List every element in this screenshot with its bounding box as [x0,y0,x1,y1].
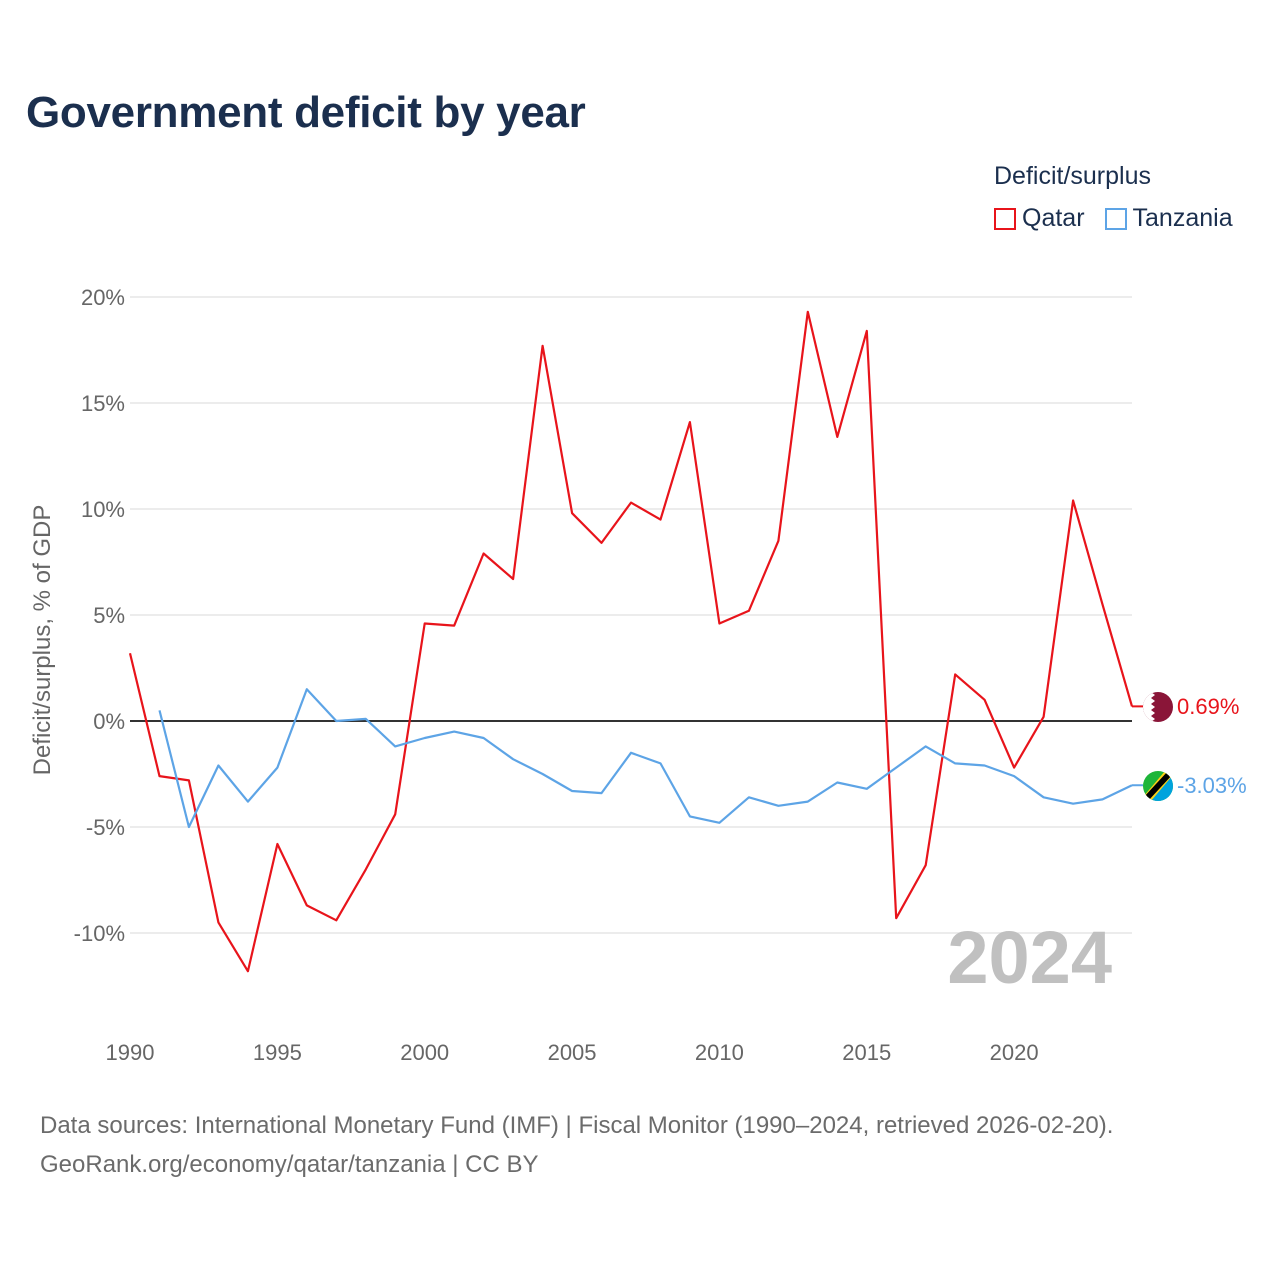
x-tick-label: 1995 [253,1040,302,1065]
legend-label-tanzania: Tanzania [1132,204,1233,232]
legend-title: Deficit/surplus [994,162,1151,190]
y-tick-label: 15% [81,391,125,416]
x-tick-label: 2005 [548,1040,597,1065]
y-axis-label: Deficit/surplus, % of GDP [29,505,56,776]
series-line-qatar[interactable] [128,310,1134,973]
y-tick-label: -10% [74,921,125,946]
legend-label-qatar: Qatar [1022,204,1085,232]
qatar-flag-icon [1143,692,1173,722]
legend-swatch-qatar [994,207,1016,230]
source-note: Data sources: International Monetary Fun… [40,1106,1113,1184]
series-line-tanzania[interactable] [158,688,1133,829]
y-tick-label: -5% [86,815,125,840]
end-label-tanzania: -3.03% [1177,773,1247,798]
y-tick-label: 0% [93,709,125,734]
y-tick-label: 5% [93,603,125,628]
x-tick-label: 2015 [842,1040,891,1065]
y-tick-label: 10% [81,497,125,522]
chart-title: Government deficit by year [26,88,586,137]
grid [130,296,1132,934]
source-line-2[interactable]: GeoRank.org/economy/qatar/tanzania | CC … [40,1151,539,1178]
source-line-1: Data sources: International Monetary Fun… [40,1112,1114,1139]
x-tick-label: 2000 [400,1040,449,1065]
x-axis-ticks: 1990 1995 2000 2005 2010 2015 2020 [106,1040,1039,1065]
x-tick-label: 2010 [695,1040,744,1065]
legend-item-qatar[interactable]: Qatar [994,204,1085,233]
tanzania-flag-icon [1143,771,1173,801]
legend-swatch-tanzania [1104,207,1127,230]
legend-item-tanzania[interactable]: Tanzania [1104,204,1233,233]
y-axis-ticks: -10% -5% 0% 5% 10% 15% 20% [74,285,125,946]
x-tick-label: 1990 [106,1040,155,1065]
y-tick-label: 20% [81,285,125,310]
x-tick-label: 2020 [990,1040,1039,1065]
legend: Qatar Tanzania [994,204,1253,233]
end-label-qatar: 0.69% [1177,694,1239,719]
year-watermark: 2024 [947,916,1112,999]
